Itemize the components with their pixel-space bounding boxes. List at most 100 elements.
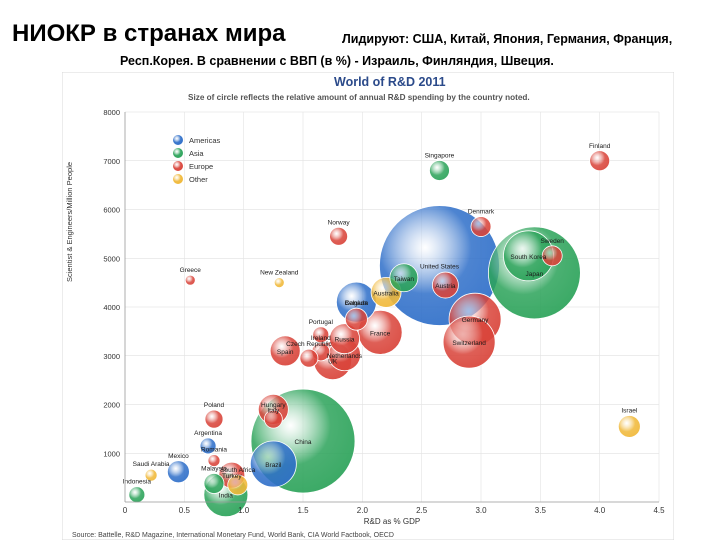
bubble-finland bbox=[589, 150, 611, 172]
y-tick-label: 7000 bbox=[103, 157, 120, 166]
bubble-label: Mexico bbox=[168, 453, 189, 460]
bubble-label: Finland bbox=[589, 143, 611, 150]
bubble-mexico bbox=[167, 460, 190, 484]
slide-subtitle-line2: Респ.Корея. В сравнении с ВВП (в %) - Из… bbox=[120, 54, 554, 68]
legend-swatch bbox=[173, 174, 183, 184]
bubble-label: France bbox=[370, 330, 391, 337]
bubble-taiwan bbox=[389, 263, 419, 293]
bubble-label: Ireland bbox=[311, 335, 331, 342]
bubble-norway bbox=[329, 226, 349, 246]
bubble-romania bbox=[207, 454, 221, 467]
legend-label: Americas bbox=[189, 136, 221, 145]
bubble-saudi-arabia bbox=[144, 468, 158, 482]
legend-label: Europe bbox=[189, 162, 213, 171]
x-tick-label: 4.5 bbox=[653, 506, 665, 515]
bubble-greece bbox=[184, 274, 196, 286]
bubble-label: Poland bbox=[204, 402, 225, 409]
bubble-label: Netherlands bbox=[327, 353, 363, 360]
bubble-israel bbox=[617, 415, 641, 438]
bubble-label: Indonesia bbox=[123, 479, 152, 486]
bubble-label: Turkey bbox=[222, 473, 242, 480]
bubble-label: Japan bbox=[526, 271, 544, 278]
y-tick-label: 1000 bbox=[103, 449, 120, 458]
bubble-label: Taiwan bbox=[394, 276, 415, 283]
bubble-south-africa bbox=[227, 474, 249, 496]
bubble-label: Italy bbox=[267, 407, 280, 414]
legend-swatch bbox=[173, 135, 183, 145]
bubble-label: Spain bbox=[277, 349, 294, 356]
bubble-belgium bbox=[344, 307, 368, 331]
bubble-indonesia bbox=[128, 486, 146, 504]
bubble-switzerland bbox=[442, 315, 496, 369]
bubble-sweden bbox=[541, 245, 563, 267]
bubble-denmark bbox=[470, 216, 492, 237]
bubble-label: Denmark bbox=[468, 209, 495, 216]
slide-subtitle: Лидируют: США, Китай, Япония, Германия, … bbox=[342, 32, 673, 46]
y-tick-label: 5000 bbox=[103, 254, 120, 263]
x-tick-label: 4.0 bbox=[594, 506, 606, 515]
bubble-label: Argentina bbox=[194, 430, 222, 437]
x-tick-label: 2.5 bbox=[416, 506, 428, 515]
bubble-label: Germany bbox=[462, 317, 489, 324]
bubble-label: Brazil bbox=[265, 462, 282, 469]
bubble-label: Singapore bbox=[425, 153, 455, 160]
bubble-argentina bbox=[199, 437, 217, 455]
bubble-brazil bbox=[249, 440, 297, 488]
bubble-austria bbox=[431, 271, 459, 299]
bubble-label: Czech Republic bbox=[286, 341, 332, 348]
slide-title: НИОКР в странах мира bbox=[12, 20, 286, 47]
bubble-label: Romania bbox=[201, 447, 227, 454]
y-tick-label: 6000 bbox=[103, 206, 120, 215]
y-tick-label: 3000 bbox=[103, 352, 120, 361]
legend: Americas Asia Europe Other bbox=[173, 135, 221, 184]
bubble-hungary bbox=[263, 409, 283, 429]
bubble-new-zealand bbox=[273, 277, 285, 289]
bubble-label: Sweden bbox=[540, 238, 564, 245]
x-tick-label: 0.5 bbox=[179, 506, 191, 515]
bubble-portugal bbox=[312, 326, 330, 344]
bubble-label: India bbox=[219, 493, 233, 500]
axes: 0 0.5 1.0 1.5 2.0 2.5 3.0 3.5 4.0 4.5 1000 2000 3000… bbox=[103, 108, 665, 515]
bubble-russia bbox=[329, 323, 360, 355]
chart-subtitle: Size of circle reflects the relative amo… bbox=[188, 93, 530, 102]
y-tick-label: 8000 bbox=[103, 108, 120, 117]
x-tick-label: 1.0 bbox=[238, 506, 250, 515]
bubble-chart: World of R&D 2011 Size of circle reflect… bbox=[62, 72, 674, 540]
bubble-label: South Africa bbox=[220, 467, 255, 474]
bubbles: United States China Japan Germany Switzerlan… bbox=[123, 143, 641, 518]
bubble-label: United States bbox=[420, 264, 460, 271]
bubble-label: Belgium bbox=[345, 300, 368, 307]
y-tick-label: 2000 bbox=[103, 401, 120, 410]
y-tick-label: 4000 bbox=[103, 303, 120, 312]
bubble-label: Portugal bbox=[309, 319, 334, 326]
bubble-label: Switzerland bbox=[452, 340, 486, 347]
bubble-label: Canada bbox=[345, 300, 368, 307]
bubble-label: China bbox=[295, 439, 312, 446]
x-tick-label: 1.5 bbox=[297, 506, 309, 515]
legend-swatch bbox=[173, 148, 183, 158]
bubble-label: Israel bbox=[621, 407, 637, 414]
legend-swatch bbox=[173, 161, 183, 171]
bubble-malaysia bbox=[203, 473, 225, 494]
bubble-label: Saudi Arabia bbox=[133, 461, 170, 468]
x-tick-label: 2.0 bbox=[357, 506, 369, 515]
x-axis-label: R&D as % GDP bbox=[364, 517, 420, 526]
bubble-label: Russia bbox=[335, 337, 355, 344]
y-axis-label: Scientist & Engineers/Million People bbox=[65, 162, 74, 282]
x-tick-label: 0 bbox=[123, 506, 128, 515]
x-tick-label: 3.5 bbox=[535, 506, 547, 515]
bubble-singapore bbox=[429, 160, 450, 181]
x-tick-label: 3.0 bbox=[475, 506, 487, 515]
bubble-label: Austria bbox=[435, 283, 456, 290]
legend-label: Asia bbox=[189, 149, 204, 158]
bubble-label: Norway bbox=[328, 219, 351, 226]
bubble-spain bbox=[269, 335, 301, 367]
bubble-label: Greece bbox=[180, 267, 202, 274]
bubble-label: Australia bbox=[373, 290, 399, 297]
bubble-label: Malaysia bbox=[201, 465, 227, 472]
legend-label: Other bbox=[189, 175, 208, 184]
chart-title: World of R&D 2011 bbox=[334, 75, 446, 89]
bubble-label: South Korea bbox=[510, 254, 547, 261]
bubble-label: New Zealand bbox=[260, 270, 299, 277]
bubble-czech-republic bbox=[299, 348, 319, 368]
